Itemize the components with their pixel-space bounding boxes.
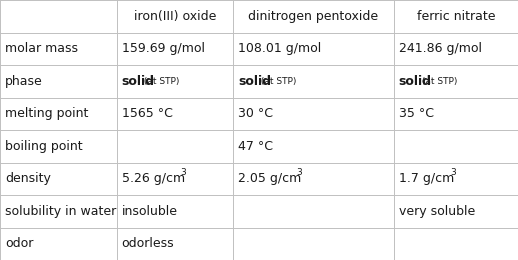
Text: 108.01 g/mol: 108.01 g/mol [238, 42, 322, 55]
Text: solid: solid [399, 75, 432, 88]
Text: solubility in water: solubility in water [5, 205, 117, 218]
Text: 47 °C: 47 °C [238, 140, 274, 153]
Text: molar mass: molar mass [5, 42, 78, 55]
Text: (at STP): (at STP) [258, 77, 296, 86]
Text: insoluble: insoluble [122, 205, 178, 218]
Text: 241.86 g/mol: 241.86 g/mol [399, 42, 482, 55]
Text: iron(III) oxide: iron(III) oxide [134, 10, 216, 23]
Text: dinitrogen pentoxide: dinitrogen pentoxide [248, 10, 379, 23]
Text: 35 °C: 35 °C [399, 107, 434, 120]
Text: (at STP): (at STP) [141, 77, 180, 86]
Text: odor: odor [5, 237, 34, 250]
Text: very soluble: very soluble [399, 205, 475, 218]
Text: 3: 3 [296, 168, 303, 177]
Text: melting point: melting point [5, 107, 89, 120]
Text: 3: 3 [180, 168, 186, 177]
Text: density: density [5, 172, 51, 185]
Text: ferric nitrate: ferric nitrate [416, 10, 495, 23]
Text: 1565 °C: 1565 °C [122, 107, 172, 120]
Text: 159.69 g/mol: 159.69 g/mol [122, 42, 205, 55]
Text: (at STP): (at STP) [419, 77, 457, 86]
Text: boiling point: boiling point [5, 140, 83, 153]
Text: solid: solid [122, 75, 155, 88]
Text: phase: phase [5, 75, 43, 88]
Text: 1.7 g/cm: 1.7 g/cm [399, 172, 454, 185]
Text: solid: solid [238, 75, 271, 88]
Text: odorless: odorless [122, 237, 175, 250]
Text: 30 °C: 30 °C [238, 107, 274, 120]
Text: 2.05 g/cm: 2.05 g/cm [238, 172, 301, 185]
Text: 5.26 g/cm: 5.26 g/cm [122, 172, 185, 185]
Text: 3: 3 [451, 168, 456, 177]
